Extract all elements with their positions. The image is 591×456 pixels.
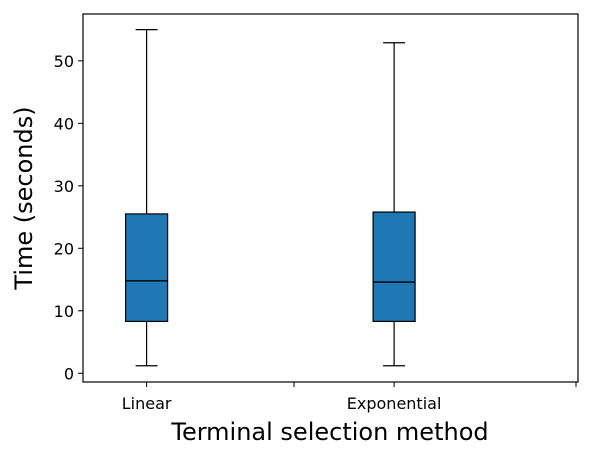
y-axis-label: Time (seconds)	[10, 106, 38, 290]
iqr-box	[372, 211, 416, 322]
iqr-box	[125, 213, 169, 322]
x-tick-label: Exponential	[347, 394, 442, 413]
box-exponential	[372, 42, 416, 367]
plot-area	[82, 13, 579, 383]
x-tick-label: Linear	[122, 394, 172, 413]
y-tick-label: 10	[54, 302, 74, 321]
boxes	[125, 29, 416, 367]
x-axis: Linear Exponential	[122, 382, 577, 413]
y-tick-label: 30	[54, 177, 74, 196]
box-linear	[125, 29, 169, 367]
y-axis: 0 10 20 30 40 50	[54, 52, 83, 383]
y-tick-label: 0	[64, 364, 74, 383]
x-axis-label: Terminal selection method	[170, 418, 488, 446]
y-tick-label: 50	[54, 52, 74, 71]
y-tick-label: 20	[54, 239, 74, 258]
y-tick-label: 40	[54, 114, 74, 133]
